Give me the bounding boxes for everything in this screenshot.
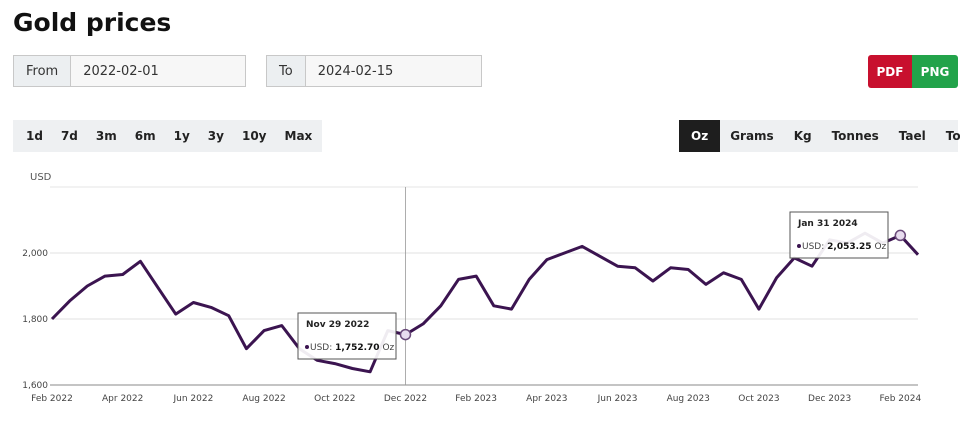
tooltip-unit: Oz xyxy=(382,343,394,353)
tooltip-dot xyxy=(305,345,309,349)
to-field[interactable]: To 2024-02-15 xyxy=(266,55,482,87)
tooltip-box xyxy=(789,211,889,259)
x-tick-label: Oct 2023 xyxy=(738,394,779,404)
tooltip-date: Nov 29 2022 xyxy=(306,320,369,330)
tooltip-dot xyxy=(797,244,801,248)
unit-buttons: Oz Grams Kg Tonnes Tael Tola xyxy=(679,120,960,152)
range-button[interactable]: 6m xyxy=(134,129,156,143)
unit-button[interactable]: Kg xyxy=(793,129,812,143)
unit-button[interactable]: Oz xyxy=(679,120,721,152)
range-buttons: 1d 7d 3m 6m 1y 3y 10y Max xyxy=(13,120,322,152)
tooltip-value: USD: 2,053.25 Oz xyxy=(802,242,887,252)
x-tick-label: Apr 2023 xyxy=(526,394,567,404)
pdf-button[interactable]: PDF xyxy=(868,55,912,88)
tooltip-box xyxy=(297,312,397,360)
x-tick-label: Feb 2022 xyxy=(31,394,73,404)
x-tick-label: Apr 2022 xyxy=(102,394,143,404)
x-tick-label: Aug 2023 xyxy=(667,394,710,404)
y-axis-label: USD xyxy=(30,172,52,183)
x-tick-label: Jun 2022 xyxy=(172,394,213,404)
tooltip-value: USD: 1,752.70 Oz xyxy=(310,343,395,353)
y-tick-label: 2,000 xyxy=(22,249,48,259)
y-tick-label: 1,800 xyxy=(22,315,48,325)
page-title: Gold prices xyxy=(13,8,172,37)
range-button[interactable]: Max xyxy=(284,129,313,143)
unit-button[interactable]: Grams xyxy=(730,129,774,143)
x-tick-label: Feb 2023 xyxy=(455,394,497,404)
range-button[interactable]: 7d xyxy=(60,129,78,143)
tooltip-marker xyxy=(894,229,907,242)
unit-button[interactable]: Tael xyxy=(898,129,926,143)
range-button[interactable]: 1y xyxy=(173,129,190,143)
range-button[interactable]: 10y xyxy=(241,129,267,143)
range-button[interactable]: 3y xyxy=(207,129,224,143)
png-button[interactable]: PNG xyxy=(912,55,958,88)
price-line xyxy=(50,231,920,374)
unit-button[interactable]: Tonnes xyxy=(831,129,879,143)
to-label: To xyxy=(267,56,306,86)
range-button[interactable]: 3m xyxy=(95,129,117,143)
tooltip-prefix: USD: xyxy=(310,343,332,353)
x-tick-label: Dec 2022 xyxy=(384,394,427,404)
x-tick-label: Jun 2023 xyxy=(597,394,638,404)
tooltip-number: 2,053.25 xyxy=(827,242,871,252)
x-tick-label: Dec 2023 xyxy=(808,394,851,404)
tooltip-marker xyxy=(399,328,412,341)
from-field[interactable]: From 2022-02-01 xyxy=(13,55,246,87)
tooltip-number: 1,752.70 xyxy=(335,343,379,353)
from-label: From xyxy=(14,56,72,86)
unit-button[interactable]: Tola xyxy=(945,129,960,143)
chart: USD 1,600 1,800 2,000 Feb 2022 Apr 2022 Jun 20… xyxy=(22,172,921,404)
x-tick-label: Oct 2022 xyxy=(314,394,355,404)
from-value[interactable]: 2022-02-01 xyxy=(71,56,245,86)
y-tick-label: 1,600 xyxy=(22,381,48,391)
to-value[interactable]: 2024-02-15 xyxy=(305,56,481,86)
tooltip-unit: Oz xyxy=(874,242,886,252)
tooltip-date: Jan 31 2024 xyxy=(797,219,858,229)
tooltip-prefix: USD: xyxy=(802,242,824,252)
x-tick-label: Feb 2024 xyxy=(879,394,921,404)
x-tick-label: Aug 2022 xyxy=(242,394,285,404)
range-button[interactable]: 1d xyxy=(26,129,43,143)
